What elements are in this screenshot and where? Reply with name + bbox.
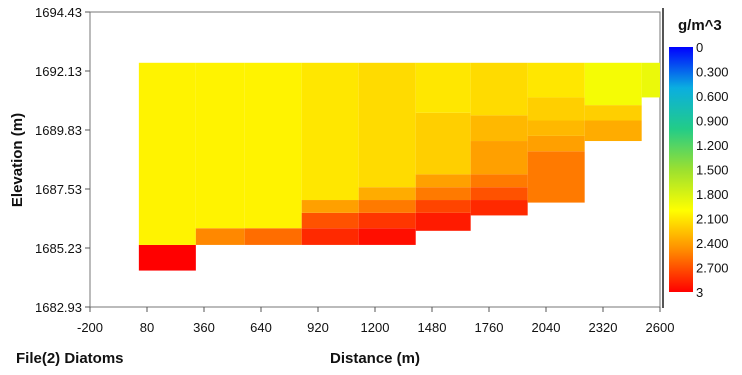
y-tick-label: 1694.43 [35, 5, 82, 20]
heatmap-cell [584, 105, 642, 121]
heatmap-cell [470, 174, 528, 188]
y-tick-label: 1685.23 [35, 241, 82, 256]
x-tick-label: 80 [140, 320, 154, 335]
heatmap-cell [470, 187, 528, 201]
heatmap-cell [415, 200, 471, 213]
heatmap-cells [138, 62, 660, 271]
x-tick-label: 1760 [475, 320, 504, 335]
heatmap-cell [244, 62, 302, 229]
x-tick-label: 1200 [361, 320, 390, 335]
heatmap-cell [415, 174, 471, 188]
file-label: File(2) Diatoms [16, 350, 124, 367]
heatmap-cell [470, 62, 528, 116]
heatmap-cell [195, 62, 245, 229]
x-tick-label: 360 [193, 320, 215, 335]
x-tick-label: 1480 [418, 320, 447, 335]
heatmap-cell [527, 62, 585, 98]
y-tick-label: 1692.13 [35, 64, 82, 79]
colorbar-tick-label: 3 [696, 285, 703, 300]
heatmap-cell [470, 141, 528, 175]
heatmap-cell [301, 228, 359, 245]
heatmap-cell [584, 62, 642, 106]
colorbar-tick-label: 0.600 [696, 89, 729, 104]
y-tick-label: 1687.53 [35, 182, 82, 197]
colorbar-tick-label: 1.500 [696, 163, 729, 178]
colorbar-gradient [669, 47, 693, 292]
heatmap-cell [301, 200, 359, 213]
heatmap-cell [527, 151, 585, 203]
colorbar-tick-label: 0.300 [696, 65, 729, 80]
heatmap-cell [358, 212, 416, 229]
y-tick-label: 1689.83 [35, 123, 82, 138]
heatmap-cell [244, 228, 302, 245]
heatmap-cell [415, 212, 471, 231]
heatmap-cell [527, 97, 585, 121]
heatmap-cell [138, 244, 196, 271]
colorbar-tick-label: 1.200 [696, 138, 729, 153]
heatmap-cell [358, 187, 416, 201]
x-tick-label: -200 [77, 320, 103, 335]
y-tick-label: 1682.93 [35, 300, 82, 315]
colorbar-tick-label: 0.900 [696, 114, 729, 129]
heatmap-cell [415, 62, 471, 113]
x-tick-label: 2040 [532, 320, 561, 335]
heatmap-cell [415, 112, 471, 175]
colorbar-title: g/m^3 [678, 17, 722, 34]
colorbar-tick-label: 0 [696, 40, 703, 55]
colorbar-tick-label: 2.700 [696, 261, 729, 276]
y-axis-title: Elevation (m) [9, 113, 26, 207]
heatmap-cell [470, 200, 528, 216]
heatmap-cell [301, 62, 359, 201]
heatmap-cell [195, 228, 245, 245]
colorbar-tick-label: 2.400 [696, 236, 729, 251]
x-tick-label: 2320 [589, 320, 618, 335]
heatmap-cell [641, 62, 660, 98]
colorbar-tick-label: 2.100 [696, 212, 729, 227]
heatmap-cell [470, 115, 528, 142]
x-tick-label: 2600 [646, 320, 675, 335]
axes: -200 80 360 640 920 1200 1480 1760 2040 2320 2600 1… [35, 5, 674, 335]
heatmap-cell [138, 62, 196, 245]
heatmap-cell [415, 187, 471, 201]
colorbar-tick-label: 1.800 [696, 187, 729, 202]
x-tick-label: 920 [307, 320, 329, 335]
heatmap-cell [527, 135, 585, 152]
heatmap-cell [358, 228, 416, 245]
heatmap-cell [301, 212, 359, 229]
heatmap-cell [358, 200, 416, 213]
x-axis-title: Distance (m) [330, 350, 420, 367]
colorbar-ticks: 0 0.300 0.600 0.900 1.200 1.500 1.800 2.100 2.40… [696, 40, 729, 300]
heatmap-cell [358, 62, 416, 188]
heatmap-cell [527, 120, 585, 136]
heatmap-cell [584, 120, 642, 142]
x-tick-label: 640 [250, 320, 272, 335]
